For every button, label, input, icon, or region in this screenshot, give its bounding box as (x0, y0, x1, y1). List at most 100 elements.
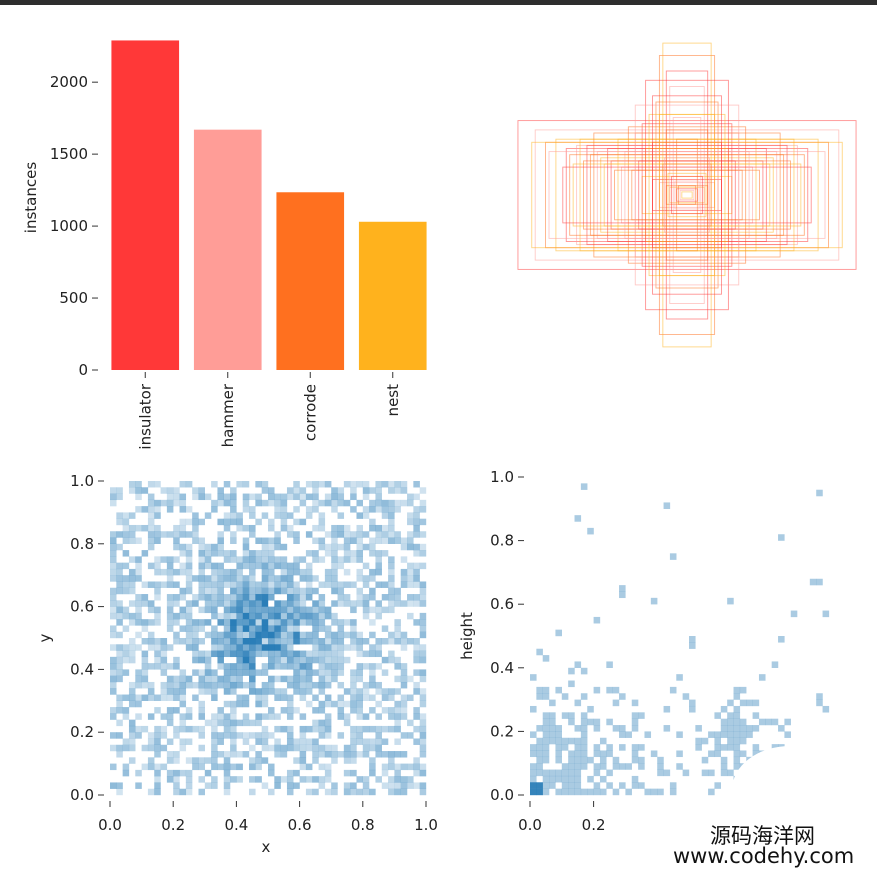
heatmap-cell (413, 681, 420, 689)
heatmap-cell (318, 606, 326, 614)
heatmap-cell (350, 638, 357, 645)
heatmap-cell (255, 650, 262, 658)
heatmap-cell (236, 556, 243, 563)
heatmap-cell (122, 744, 130, 752)
heatmap-cell (274, 499, 281, 507)
label-box (534, 129, 840, 261)
heatmap-cell (331, 751, 338, 758)
heatmap-cell (116, 581, 123, 588)
heatmap-cell (274, 506, 281, 513)
heatmap-cell (555, 737, 562, 745)
heatmap-cell (312, 487, 319, 494)
heatmap-cell (268, 581, 275, 588)
heatmap-cell (394, 719, 401, 727)
heatmap-cell (166, 606, 174, 614)
heatmap-cell (261, 619, 269, 626)
heatmap-cell (305, 631, 313, 639)
heatmap-cell (727, 699, 734, 707)
heatmap-cell (765, 718, 772, 726)
heatmap-cell (286, 619, 294, 626)
heatmap-cell (154, 638, 161, 645)
heatmap-cell (274, 531, 281, 538)
heatmap-cell (122, 587, 130, 595)
heatmap-cell (394, 738, 401, 745)
heatmap-cell (343, 600, 351, 607)
heatmap-cell (530, 782, 537, 789)
heatmap-cell (400, 638, 408, 645)
heatmap-cell (318, 707, 326, 714)
heatmap-cell (255, 556, 262, 563)
y-tick-label: 0.0 (70, 786, 94, 804)
heatmap-cell (116, 719, 123, 727)
label-box (652, 95, 722, 295)
heatmap-cell (293, 656, 300, 664)
heatmap-cell (739, 737, 747, 745)
heatmap-cell (286, 707, 294, 714)
x-tick-label: 0.6 (288, 816, 312, 834)
heatmap-cell (128, 612, 136, 620)
heatmap-cell (299, 587, 307, 595)
heatmap-cell (727, 737, 734, 745)
heatmap-cell (211, 669, 218, 676)
heatmap-cell (135, 568, 142, 576)
heatmap-cell (274, 600, 281, 607)
heatmap-cell (160, 499, 168, 507)
heatmap-cell (293, 568, 300, 576)
heatmap-cell (419, 769, 427, 777)
heatmap-cell (173, 788, 180, 796)
heatmap-cell (211, 562, 218, 570)
heatmap-cell (223, 568, 231, 576)
heatmap-cell (242, 594, 250, 601)
heatmap-cell (236, 719, 243, 727)
x-tick-label: 0.8 (351, 816, 375, 834)
heatmap-cell (536, 763, 543, 770)
heatmap-cell (223, 524, 231, 532)
heatmap-cell (110, 556, 117, 563)
heatmap-cell (198, 688, 205, 695)
heatmap-cell (274, 562, 281, 570)
heatmap-cell (242, 650, 250, 658)
heatmap-cell (733, 712, 741, 719)
heatmap-cell (343, 713, 351, 720)
heatmap-cell (362, 531, 370, 538)
heatmap-cell (268, 493, 275, 501)
heatmap-cell (116, 669, 123, 676)
heatmap-cell (185, 782, 193, 789)
heatmap-cell (116, 663, 123, 670)
heatmap-cell (236, 776, 243, 783)
heatmap-cell (236, 568, 243, 576)
heatmap-cell (778, 636, 785, 643)
heatmap-cell (305, 587, 313, 595)
heatmap-cell (580, 788, 588, 796)
heatmap-cell (179, 506, 187, 513)
heatmap-cell (568, 756, 575, 764)
heatmap-cell (727, 744, 734, 751)
heatmap-cell (230, 537, 237, 544)
heatmap-cell (154, 606, 161, 614)
heatmap-cell (198, 788, 205, 796)
heatmap-cell (790, 610, 798, 618)
heatmap-cell (286, 776, 294, 783)
heatmap-cell (394, 688, 401, 695)
heatmap-cell (375, 663, 382, 670)
heatmap-cell (542, 737, 550, 745)
heatmap-cell (141, 725, 149, 733)
heatmap-cell (128, 575, 136, 582)
heatmap-cell (179, 681, 187, 689)
heatmap-cell (612, 686, 620, 694)
heatmap-cell (211, 581, 218, 588)
watermark-title: 源码海洋网 (710, 824, 815, 848)
heatmap-cell (268, 587, 275, 595)
heatmap-cell (286, 656, 294, 664)
heatmap-cell (305, 594, 313, 601)
heatmap-cell (128, 744, 136, 752)
heatmap-cell (356, 707, 363, 714)
heatmap-cell (242, 619, 250, 626)
heatmap-cell (343, 769, 351, 777)
heatmap-cell (128, 694, 136, 701)
heatmap-cell (619, 744, 626, 751)
heatmap-cell (154, 763, 161, 771)
heatmap-cell (324, 550, 332, 557)
heatmap-cell (230, 681, 237, 689)
heatmap-cell (375, 581, 382, 588)
